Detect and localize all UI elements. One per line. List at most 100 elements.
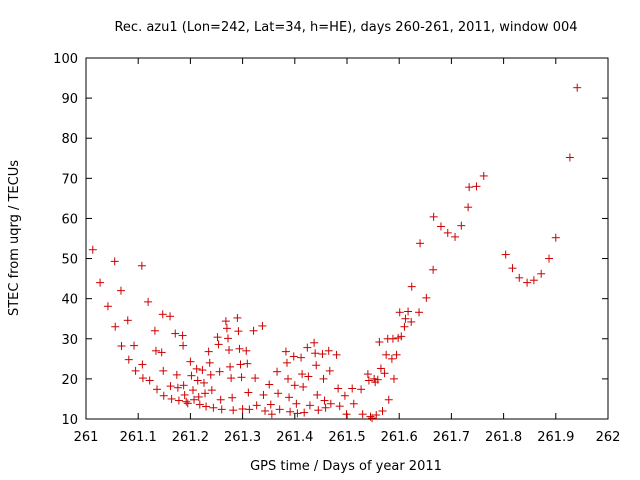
- data-point: [207, 386, 216, 395]
- data-point: [123, 316, 132, 325]
- data-point: [172, 370, 181, 379]
- data-point: [311, 349, 320, 358]
- y-tick-label: 40: [61, 293, 78, 308]
- data-point: [378, 406, 387, 415]
- data-point: [145, 376, 154, 385]
- data-point: [293, 409, 302, 418]
- y-tick-label: 80: [61, 132, 78, 147]
- data-point: [443, 228, 452, 237]
- data-point: [340, 391, 349, 400]
- data-point: [237, 373, 246, 382]
- data-point: [117, 341, 126, 350]
- data-point: [194, 392, 203, 401]
- data-point: [226, 362, 235, 371]
- data-point: [124, 355, 133, 364]
- data-point: [157, 348, 166, 357]
- data-point: [370, 374, 379, 383]
- x-tick-label: 261.1: [120, 430, 157, 445]
- data-point: [96, 278, 105, 287]
- data-point: [183, 399, 192, 408]
- data-point: [284, 374, 293, 383]
- data-point: [274, 389, 283, 398]
- data-point: [209, 403, 218, 412]
- data-point: [465, 183, 474, 192]
- data-point: [158, 310, 167, 319]
- data-points: [88, 83, 582, 423]
- data-point: [213, 333, 222, 342]
- data-point: [236, 360, 245, 369]
- data-point: [515, 273, 524, 282]
- data-point: [380, 369, 389, 378]
- data-point: [321, 403, 330, 412]
- data-point: [111, 322, 120, 331]
- data-point: [238, 404, 247, 413]
- data-point: [415, 308, 424, 317]
- data-point: [204, 347, 213, 356]
- data-point: [103, 302, 112, 311]
- data-point: [223, 334, 232, 343]
- data-point: [289, 352, 298, 361]
- y-axis-title: STEC from uqrg / TECUs: [7, 160, 22, 316]
- data-point: [178, 331, 187, 340]
- data-point: [199, 378, 208, 387]
- data-point: [221, 317, 230, 326]
- data-point: [214, 340, 223, 349]
- data-point: [286, 407, 295, 416]
- data-point: [206, 370, 215, 379]
- data-point: [573, 83, 582, 92]
- data-point: [366, 412, 375, 421]
- data-point: [215, 367, 224, 376]
- data-point: [179, 341, 188, 350]
- data-point: [297, 353, 306, 362]
- data-point: [397, 332, 406, 341]
- data-point: [290, 381, 299, 390]
- data-point: [314, 406, 323, 415]
- data-point: [304, 372, 313, 381]
- data-point: [298, 370, 307, 379]
- data-point: [137, 261, 146, 270]
- data-point: [173, 383, 182, 392]
- data-point: [422, 293, 431, 302]
- x-tick-label: 261.6: [381, 430, 418, 445]
- plot-frame: [85, 57, 609, 420]
- data-point: [234, 327, 243, 336]
- data-point: [313, 390, 322, 399]
- data-point: [551, 233, 560, 242]
- data-point: [326, 399, 335, 408]
- data-point: [251, 374, 260, 383]
- data-point: [243, 359, 252, 368]
- data-point: [130, 341, 139, 350]
- data-point: [216, 395, 225, 404]
- data-point: [275, 405, 284, 414]
- data-point: [358, 410, 367, 419]
- data-point: [267, 410, 276, 419]
- data-point: [138, 374, 147, 383]
- data-point: [342, 410, 351, 419]
- y-tick-label: 20: [61, 373, 78, 388]
- data-point: [407, 317, 416, 326]
- data-point: [195, 400, 204, 409]
- x-tick-label: 261.2: [172, 430, 209, 445]
- data-point: [242, 346, 251, 355]
- x-tick-label: 261.8: [485, 430, 522, 445]
- data-point: [265, 380, 274, 389]
- data-point: [565, 153, 574, 162]
- data-point: [376, 364, 385, 373]
- data-point: [190, 395, 199, 404]
- data-point: [205, 358, 214, 367]
- data-point: [202, 402, 211, 411]
- data-point: [193, 376, 202, 385]
- data-point: [436, 222, 445, 231]
- data-point: [451, 232, 460, 241]
- data-point: [324, 346, 333, 355]
- data-point: [395, 308, 404, 317]
- data-point: [320, 396, 329, 405]
- x-axis: 261 261.1 261.2 261.3 261.4 261.5 261.6 261.7 26…: [74, 58, 620, 445]
- data-point: [299, 382, 308, 391]
- data-point: [372, 410, 381, 419]
- data-point: [332, 350, 341, 359]
- data-point: [192, 364, 201, 373]
- data-point: [252, 401, 261, 410]
- data-point: [382, 350, 391, 359]
